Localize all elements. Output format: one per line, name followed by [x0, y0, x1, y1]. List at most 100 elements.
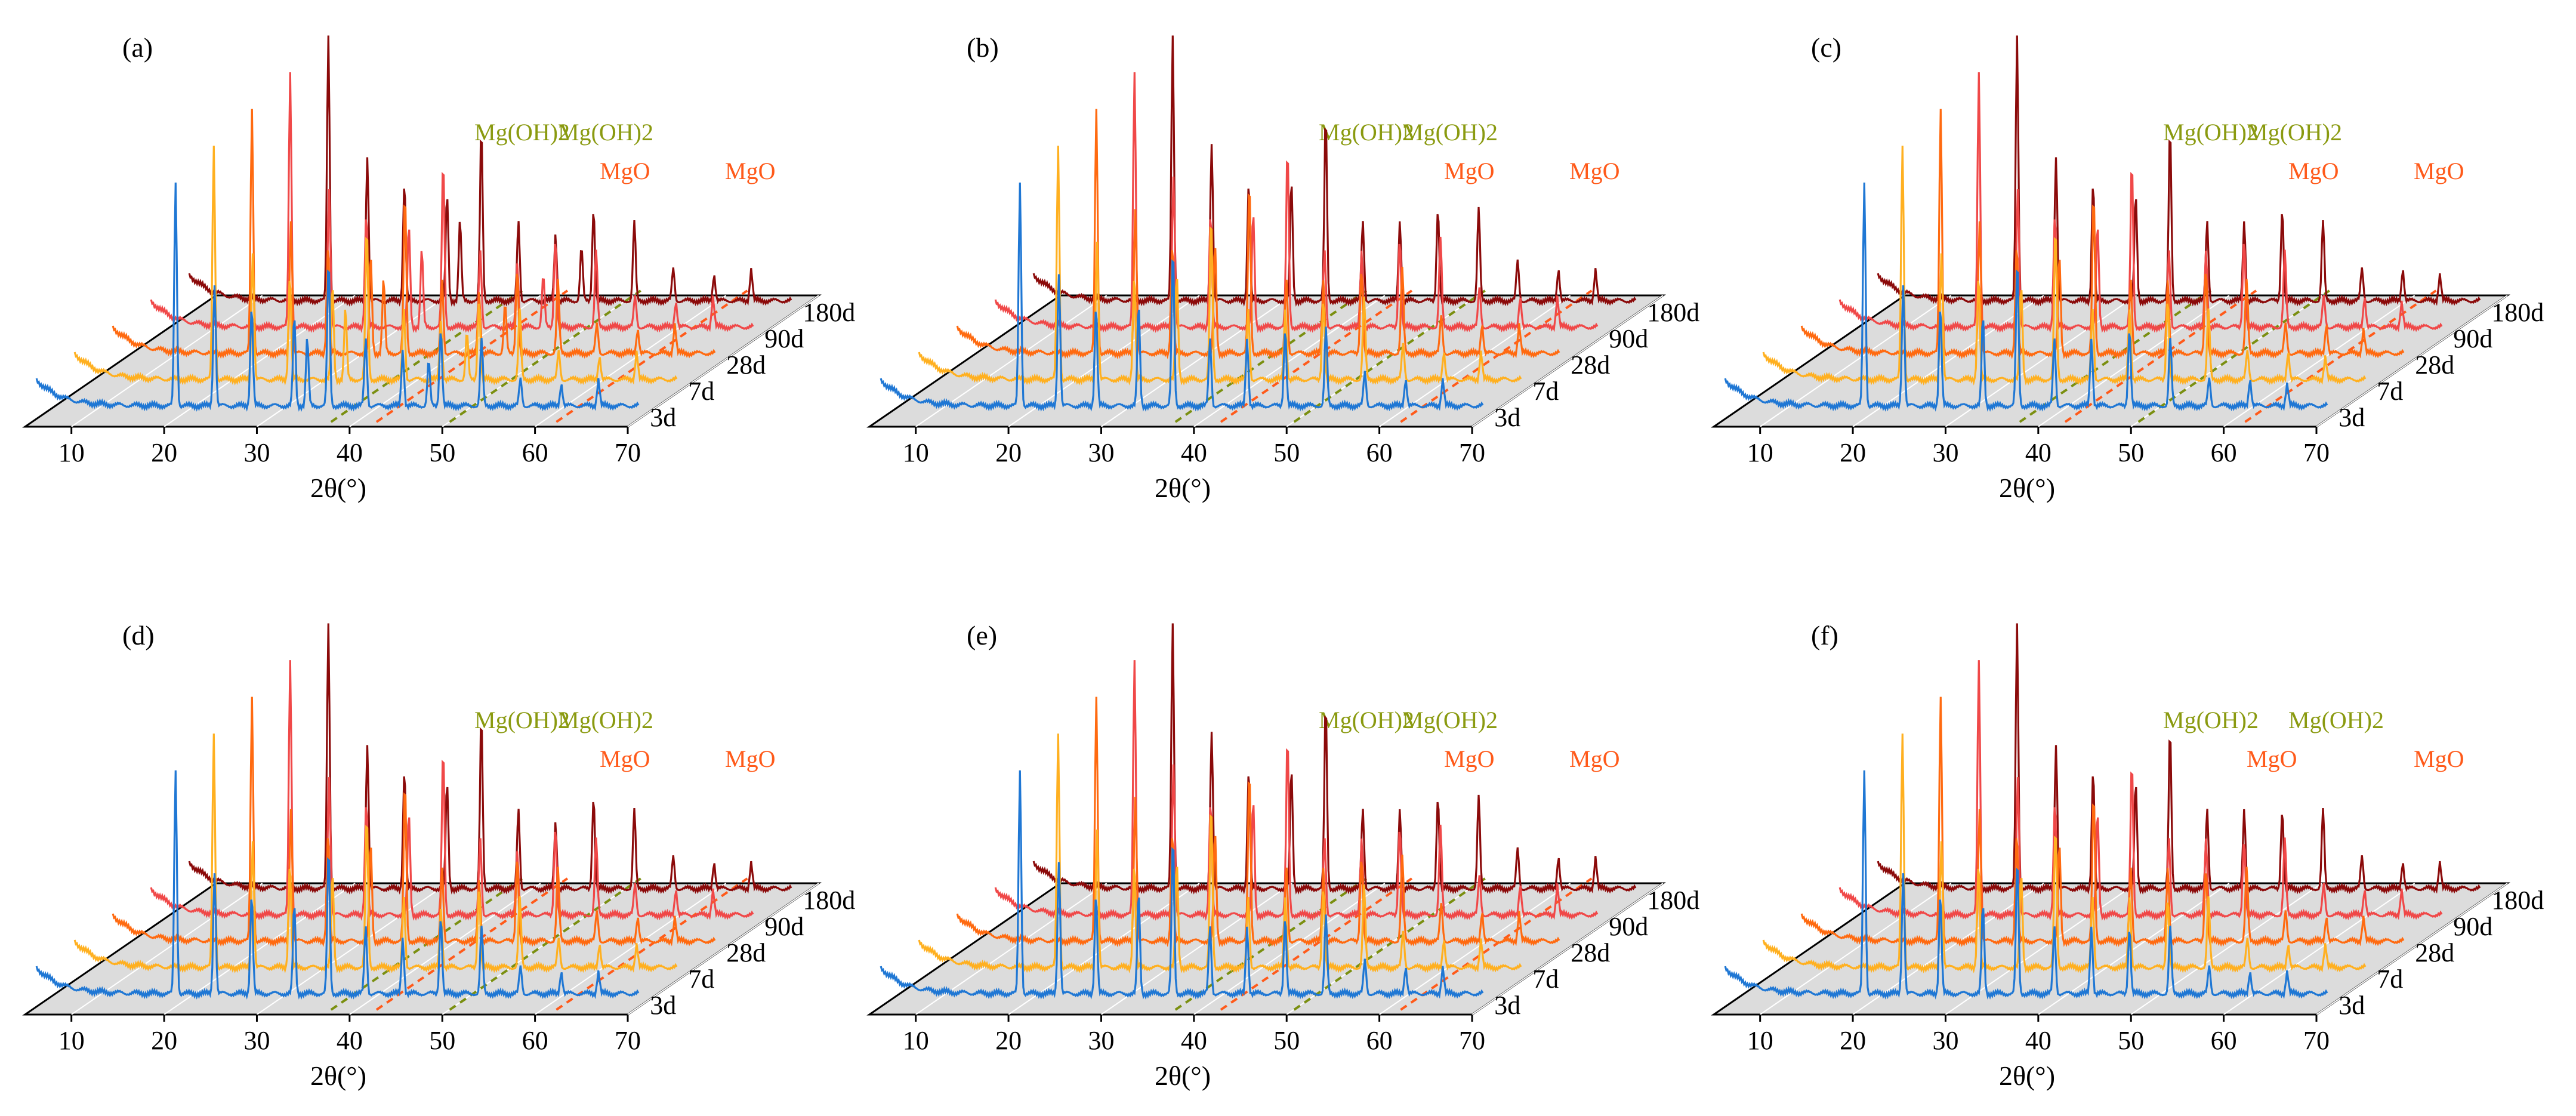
age-label: 3d [2339, 991, 2365, 1020]
x-tick-label: 70 [615, 438, 641, 467]
x-tick-label: 40 [337, 438, 363, 467]
phase-label: Mg(OH)2 [2163, 707, 2259, 733]
age-label: 7d [2377, 964, 2403, 994]
reference-line [1220, 289, 1413, 423]
xrd-pattern-line [1877, 623, 2481, 895]
reference-line [449, 877, 641, 1011]
phase-label: Mg(OH)2 [474, 119, 570, 146]
x-tick-label: 30 [243, 438, 270, 467]
x-tick-label: 50 [429, 438, 455, 467]
xrd-pattern-line [1032, 35, 1637, 307]
x-tick-label: 10 [1747, 438, 1773, 467]
age-label: 7d [1532, 964, 1559, 994]
x-tick-label: 10 [58, 438, 85, 467]
x-tick-label: 70 [2303, 438, 2330, 467]
age-label: 28d [726, 938, 766, 967]
grid-line [2316, 883, 2508, 1015]
age-label: 180d [803, 298, 855, 327]
xrd-pattern-line [1877, 35, 2481, 307]
x-tick-label: 40 [1181, 1026, 1207, 1055]
x-axis-title: 2θ(°) [1155, 1060, 1211, 1091]
phase-label: Mg(OH)2 [1319, 119, 1414, 146]
x-tick-label: 60 [522, 438, 548, 467]
x-tick-label: 50 [2118, 438, 2144, 467]
age-label: 90d [764, 324, 804, 353]
x-tick-label: 10 [1747, 1026, 1773, 1055]
phase-label: Mg(OH)2 [2163, 119, 2259, 146]
reference-line [2137, 289, 2330, 423]
age-label: 90d [764, 912, 804, 941]
age-label: 3d [650, 403, 676, 432]
reference-line [1293, 877, 1486, 1011]
age-label: 3d [650, 991, 676, 1020]
age-label: 90d [1609, 912, 1648, 941]
x-tick-label: 50 [429, 1026, 455, 1055]
phase-label: Mg(OH)2 [1402, 119, 1498, 146]
x-tick-label: 10 [58, 1026, 85, 1055]
age-label: 28d [2415, 938, 2454, 967]
x-tick-label: 60 [2211, 1026, 2237, 1055]
xrd-pattern-line [994, 660, 1599, 921]
xrd-pattern-line [918, 146, 1522, 386]
xrd-pattern-line [1838, 72, 2443, 334]
phase-label: Mg(OH)2 [474, 707, 570, 733]
x-tick-label: 30 [1932, 1026, 1958, 1055]
phase-label: Mg(OH)2 [1319, 707, 1414, 733]
grid-line [1471, 883, 1664, 1015]
xrd-pattern-line [918, 733, 1522, 973]
reference-line [2244, 289, 2437, 423]
reference-line [556, 877, 748, 1011]
xrd-panel: (c) 10 20 30 40 50 60 70 2θ(°) Mg(OH)2 MgO Mg(OH)2 M… [1711, 32, 2544, 503]
x-tick-label: 10 [903, 438, 929, 467]
age-label: 90d [2453, 912, 2492, 941]
x-axis-title: 2θ(°) [310, 473, 366, 503]
grid-line [2316, 295, 2508, 427]
reference-line [375, 877, 569, 1011]
age-label: 28d [2415, 350, 2454, 380]
age-label: 3d [2339, 403, 2365, 432]
x-tick-label: 70 [1459, 438, 1485, 467]
age-label: 180d [1647, 886, 1699, 915]
phase-label: MgO [725, 745, 775, 772]
xrd-pattern-line [73, 733, 678, 973]
x-tick-label: 50 [2118, 1026, 2144, 1055]
age-label: 28d [726, 350, 766, 380]
x-tick-label: 60 [1366, 1026, 1393, 1055]
age-label: 3d [1494, 403, 1520, 432]
x-tick-label: 60 [2211, 438, 2237, 467]
phase-label: MgO [2414, 158, 2464, 184]
phase-label: MgO [1569, 158, 1619, 184]
x-tick-label: 20 [1840, 1026, 1866, 1055]
phase-label: MgO [1444, 745, 1494, 772]
panel-label: (c) [1811, 32, 1841, 63]
age-label: 90d [2453, 324, 2492, 353]
phase-label: Mg(OH)2 [2288, 707, 2384, 733]
reference-line [375, 289, 569, 423]
x-tick-label: 20 [995, 1026, 1022, 1055]
x-tick-label: 20 [995, 438, 1022, 467]
age-label: 3d [1494, 991, 1520, 1020]
grid-line [627, 295, 819, 427]
x-tick-label: 60 [1366, 438, 1393, 467]
xrd-pattern-line [994, 72, 1599, 334]
age-label: 28d [1571, 350, 1610, 380]
panel-label: (b) [967, 32, 999, 63]
xrd-pattern-line [73, 146, 678, 386]
phase-label: Mg(OH)2 [1402, 707, 1498, 733]
panel-label: (e) [967, 620, 997, 651]
phase-label: MgO [600, 158, 650, 184]
phase-label: MgO [2414, 745, 2464, 772]
phase-label: MgO [1569, 745, 1619, 772]
xrd-panel: (b) 10 20 30 40 50 60 70 2θ(°) Mg(OH)2 MgO Mg(OH)2 M… [866, 32, 1699, 503]
age-label: 7d [688, 377, 714, 406]
phase-label: MgO [2288, 158, 2339, 184]
phase-label: MgO [600, 745, 650, 772]
age-label: 7d [2377, 377, 2403, 406]
x-axis-title: 2θ(°) [310, 1060, 366, 1091]
x-tick-label: 30 [1088, 438, 1114, 467]
age-label: 180d [2491, 886, 2544, 915]
panel-label: (a) [122, 32, 153, 63]
x-tick-label: 50 [1273, 438, 1300, 467]
xrd-pattern-line [188, 623, 792, 895]
